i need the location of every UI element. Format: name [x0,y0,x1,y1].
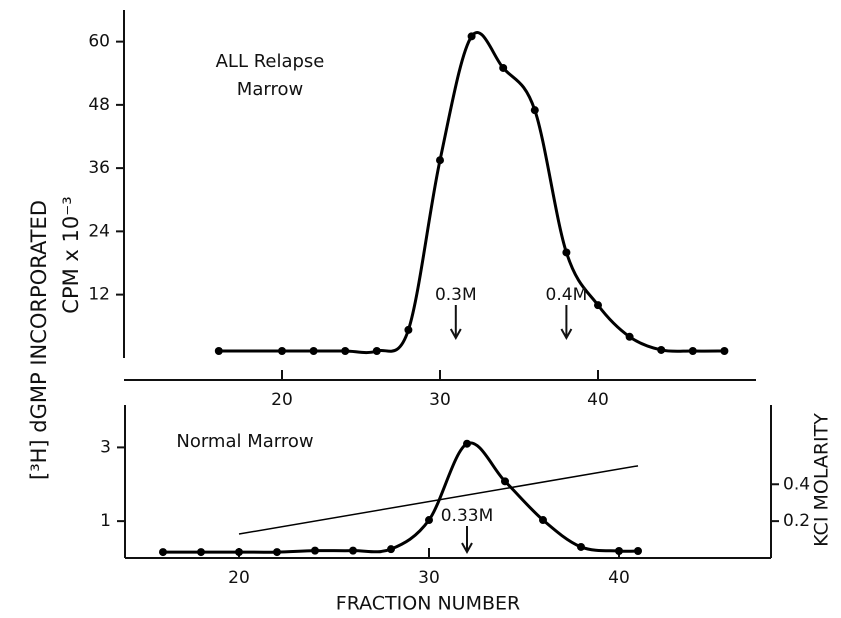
y-tick-label: 60 [88,32,110,52]
y2-axis-label: KCI MOLARITY [811,413,833,547]
data-point [615,546,623,555]
data-point [625,332,634,341]
data-point [278,347,286,356]
y-axis-label: CPM x 10⁻³ [59,196,83,313]
annotation: 0.4M [546,285,588,305]
data-point [425,516,433,525]
data-point [562,248,571,257]
data-line [162,441,639,554]
y-axis-label: [³H] dGMP INCORPORATED [27,200,51,480]
x-tick-label: 40 [608,568,630,588]
data-point [539,516,547,525]
data-point [657,345,666,354]
data-line [238,465,639,535]
data-point [214,347,223,356]
data-point [349,546,357,555]
data-point [720,347,729,356]
data-point [309,347,318,356]
x-tick-label: 20 [228,568,250,588]
annotation-arrowhead [560,328,573,341]
x-tick-label: 30 [429,390,451,410]
x-tick-label: 20 [271,390,293,410]
panel-title: Marrow [237,79,303,100]
y-tick-label: 1 [100,511,111,531]
x-tick-label: 30 [418,568,440,588]
y2-tick-label: 0.2 [783,511,810,531]
y-tick-label: 48 [88,95,110,115]
data-point [311,546,319,555]
data-point [501,477,509,486]
y-tick-label: 3 [100,437,111,457]
data-point [594,301,602,310]
data-point [404,325,413,334]
data-point [197,548,205,557]
data-point [372,347,381,356]
data-point [273,548,281,557]
data-point [387,545,395,554]
y-tick-label: 12 [88,285,110,305]
data-point [467,32,476,41]
x-axis-label: FRACTION NUMBER [336,593,520,615]
data-point [436,156,444,165]
panel-title: Normal Marrow [176,431,313,452]
annotation: 0.3M [435,285,477,305]
data-point [688,347,697,356]
annotation-arrowhead [461,542,473,555]
data-point [235,548,243,557]
annotation: 0.33M [441,506,494,526]
data-point [634,546,642,555]
data-point [341,347,350,356]
data-point [159,548,167,557]
annotation-arrowhead [449,328,462,341]
data-line [218,31,725,355]
data-point [577,542,585,551]
data-point [530,106,539,115]
panel-title: ALL Relapse [216,51,325,72]
y-tick-label: 36 [88,158,110,178]
y2-tick-label: 0.4 [783,474,810,494]
data-point [499,63,508,72]
x-tick-label: 40 [587,390,609,410]
y-tick-label: 24 [88,221,110,241]
data-point [463,439,471,448]
